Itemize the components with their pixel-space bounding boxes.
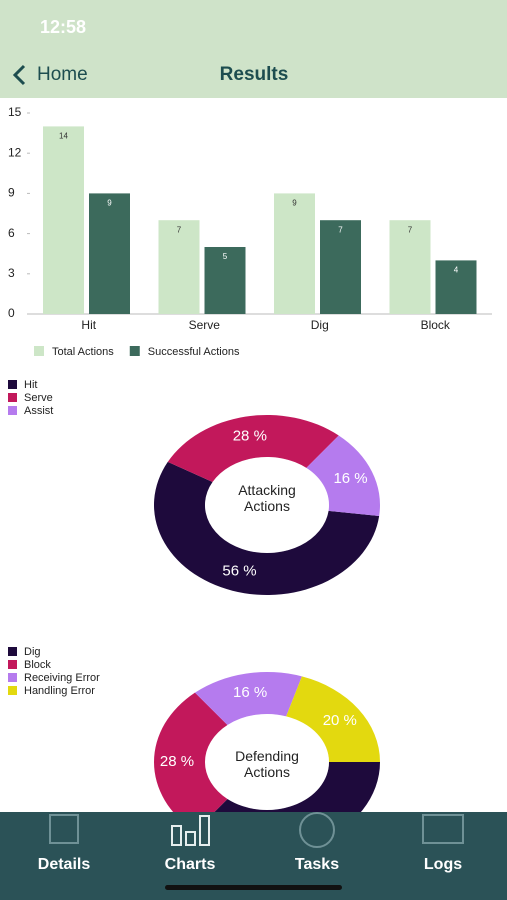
x-tick-label: Dig bbox=[311, 318, 329, 332]
charts-icon[interactable] bbox=[171, 815, 210, 846]
x-tick-label: Hit bbox=[81, 318, 96, 332]
legend-label: Receiving Error bbox=[24, 672, 100, 684]
legend-label: Handling Error bbox=[24, 685, 95, 697]
data-label: 5 bbox=[223, 252, 228, 261]
legend-label: Block bbox=[24, 659, 51, 671]
logs-icon[interactable] bbox=[422, 814, 464, 844]
data-label: 7 bbox=[338, 225, 343, 234]
data-label: 9 bbox=[292, 199, 297, 208]
tab-label[interactable]: Tasks bbox=[295, 856, 339, 873]
donut-slice bbox=[167, 415, 339, 483]
x-tick-label: Serve bbox=[189, 318, 221, 332]
tasks-icon[interactable] bbox=[299, 812, 335, 848]
legend-label: Hit bbox=[24, 379, 37, 391]
legend-label: Successful Actions bbox=[148, 346, 240, 358]
data-label: 14 bbox=[59, 132, 68, 141]
bar bbox=[204, 247, 246, 314]
donut-slice bbox=[306, 435, 381, 516]
slice-label: 16 % bbox=[233, 684, 267, 701]
donut-hole bbox=[219, 725, 315, 799]
data-label: 4 bbox=[454, 266, 459, 275]
bar bbox=[435, 260, 477, 314]
donut-slice bbox=[154, 461, 380, 595]
y-tick-label: 3 bbox=[8, 266, 15, 280]
legend-label: Dig bbox=[24, 646, 41, 658]
legend-swatch bbox=[8, 686, 17, 695]
bar bbox=[274, 193, 315, 314]
tab-label[interactable]: Logs bbox=[424, 856, 462, 873]
x-tick-label: Block bbox=[421, 318, 451, 332]
legend-label: Assist bbox=[24, 405, 53, 417]
y-tick-label: 9 bbox=[8, 186, 15, 200]
legend-swatch bbox=[8, 406, 17, 415]
header bbox=[0, 0, 507, 98]
details-icon[interactable] bbox=[49, 814, 79, 844]
legend-swatch bbox=[8, 660, 17, 669]
bar bbox=[158, 220, 200, 314]
back-icon[interactable] bbox=[12, 64, 26, 86]
slice-label: 16 % bbox=[333, 470, 367, 487]
bar bbox=[320, 220, 361, 314]
status-time: 12:58 bbox=[40, 17, 86, 37]
y-tick-label: 12 bbox=[8, 145, 22, 159]
legend-swatch bbox=[8, 380, 17, 389]
y-tick-label: 6 bbox=[8, 226, 15, 240]
legend-swatch bbox=[34, 346, 44, 356]
legend-swatch bbox=[129, 346, 140, 356]
nav-title: Results bbox=[220, 64, 289, 85]
slice-label: 28 % bbox=[160, 753, 194, 770]
tab-label[interactable]: Details bbox=[38, 856, 91, 873]
donut-hole bbox=[219, 468, 315, 542]
legend-swatch bbox=[8, 673, 17, 682]
legend-label: Serve bbox=[24, 392, 53, 404]
slice-label: 56 % bbox=[222, 563, 256, 580]
legend-swatch bbox=[8, 647, 17, 656]
back-button[interactable]: Home bbox=[37, 64, 88, 85]
data-label: 9 bbox=[107, 199, 112, 208]
donut-slice bbox=[194, 672, 302, 726]
data-label: 7 bbox=[408, 225, 413, 234]
donut-center-label: Defending Actions bbox=[235, 748, 299, 780]
slice-label: 28 % bbox=[233, 427, 267, 444]
bar bbox=[43, 126, 84, 315]
y-tick-label: 0 bbox=[8, 306, 15, 320]
data-label: 7 bbox=[177, 225, 182, 234]
legend-label: Total Actions bbox=[52, 346, 114, 358]
legend-swatch bbox=[8, 393, 17, 402]
donut-center-label: Attacking Actions bbox=[238, 482, 296, 514]
donut-slice bbox=[154, 692, 228, 832]
donut-slice bbox=[286, 676, 380, 762]
tab-label[interactable]: Charts bbox=[165, 856, 216, 873]
bar bbox=[89, 193, 130, 314]
bar bbox=[389, 220, 431, 314]
y-tick-label: 15 bbox=[8, 105, 22, 119]
home-indicator bbox=[165, 885, 342, 890]
slice-label: 20 % bbox=[323, 712, 357, 729]
